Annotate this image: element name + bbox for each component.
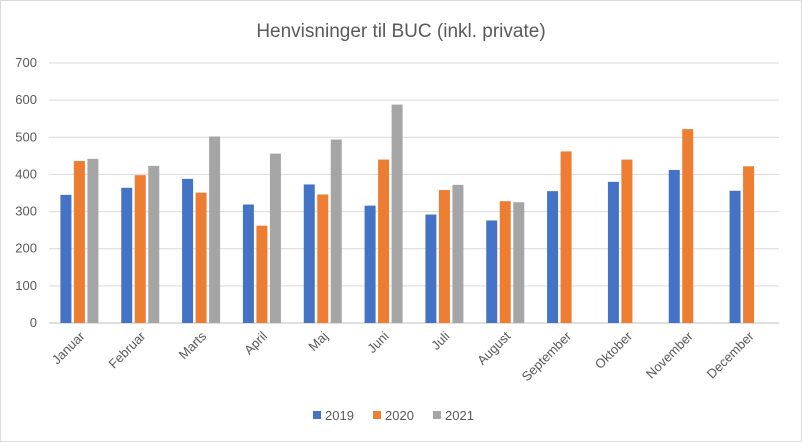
bar-2021-april [269,153,281,323]
x-tick-label: April [241,328,270,357]
bar-2019-november [668,169,680,323]
bar-2021-januar [87,158,99,323]
bar-2021-februar [148,165,160,323]
bar-2020-marts [195,192,207,323]
bar-2020-september [560,151,572,323]
bar-2020-juli [438,190,450,323]
bar-2021-juli [452,184,464,323]
x-tick-label: August [474,328,513,367]
y-tick-label: 500 [15,129,37,144]
x-tick-label: Maj [305,328,330,353]
legend-swatch-2021 [433,411,441,419]
bar-2020-juni [378,159,390,323]
legend-swatch-2020 [373,411,381,419]
chart-title: Henvisninger til BUC (inkl. private) [256,21,545,42]
x-tick-label: September [519,328,575,384]
y-tick-label: 600 [15,92,37,107]
x-tick-label: Oktober [592,328,636,372]
bar-2019-marts [182,178,194,323]
y-tick-label: 400 [15,166,37,181]
bar-2019-august [486,220,498,323]
bar-2020-februar [134,175,146,323]
bar-2019-oktober [607,181,619,323]
bar-2021-juni [391,104,403,323]
bar-2021-maj [330,139,342,323]
bar-2020-april [256,225,268,323]
bar-2020-december [743,166,755,323]
legend-label-2020: 2020 [385,408,414,423]
bar-2019-januar [60,194,72,323]
y-tick-label: 0 [30,315,37,330]
bar-2019-april [242,204,254,323]
bar-2019-september [547,191,559,323]
bar-2020-august [499,201,511,323]
x-tick-label: Juli [428,328,452,352]
bar-2019-februar [121,187,133,323]
y-tick-label: 700 [15,55,37,70]
bar-2019-juni [364,205,376,323]
x-tick-label: Februar [106,328,149,371]
bar-2019-december [729,190,741,323]
bar-2020-november [682,129,694,323]
bar-2021-marts [209,136,221,323]
legend-label-2021: 2021 [445,408,474,423]
x-tick-label: November [643,328,696,381]
bar-2020-maj [317,194,329,323]
legend-swatch-2019 [313,411,321,419]
y-tick-label: 100 [15,278,37,293]
y-tick-label: 200 [15,241,37,256]
bar-2021-august [513,202,525,323]
x-tick-label: Juni [364,328,392,356]
x-tick-label: Marts [176,328,210,362]
bar-2019-maj [303,184,315,323]
bar-2020-januar [73,161,85,323]
bar-2020-oktober [621,159,633,323]
x-tick-label: December [704,328,757,381]
legend-label-2019: 2019 [325,408,354,423]
x-tick-label: Januar [49,328,88,367]
y-tick-label: 300 [15,204,37,219]
bar-2019-juli [425,214,437,323]
